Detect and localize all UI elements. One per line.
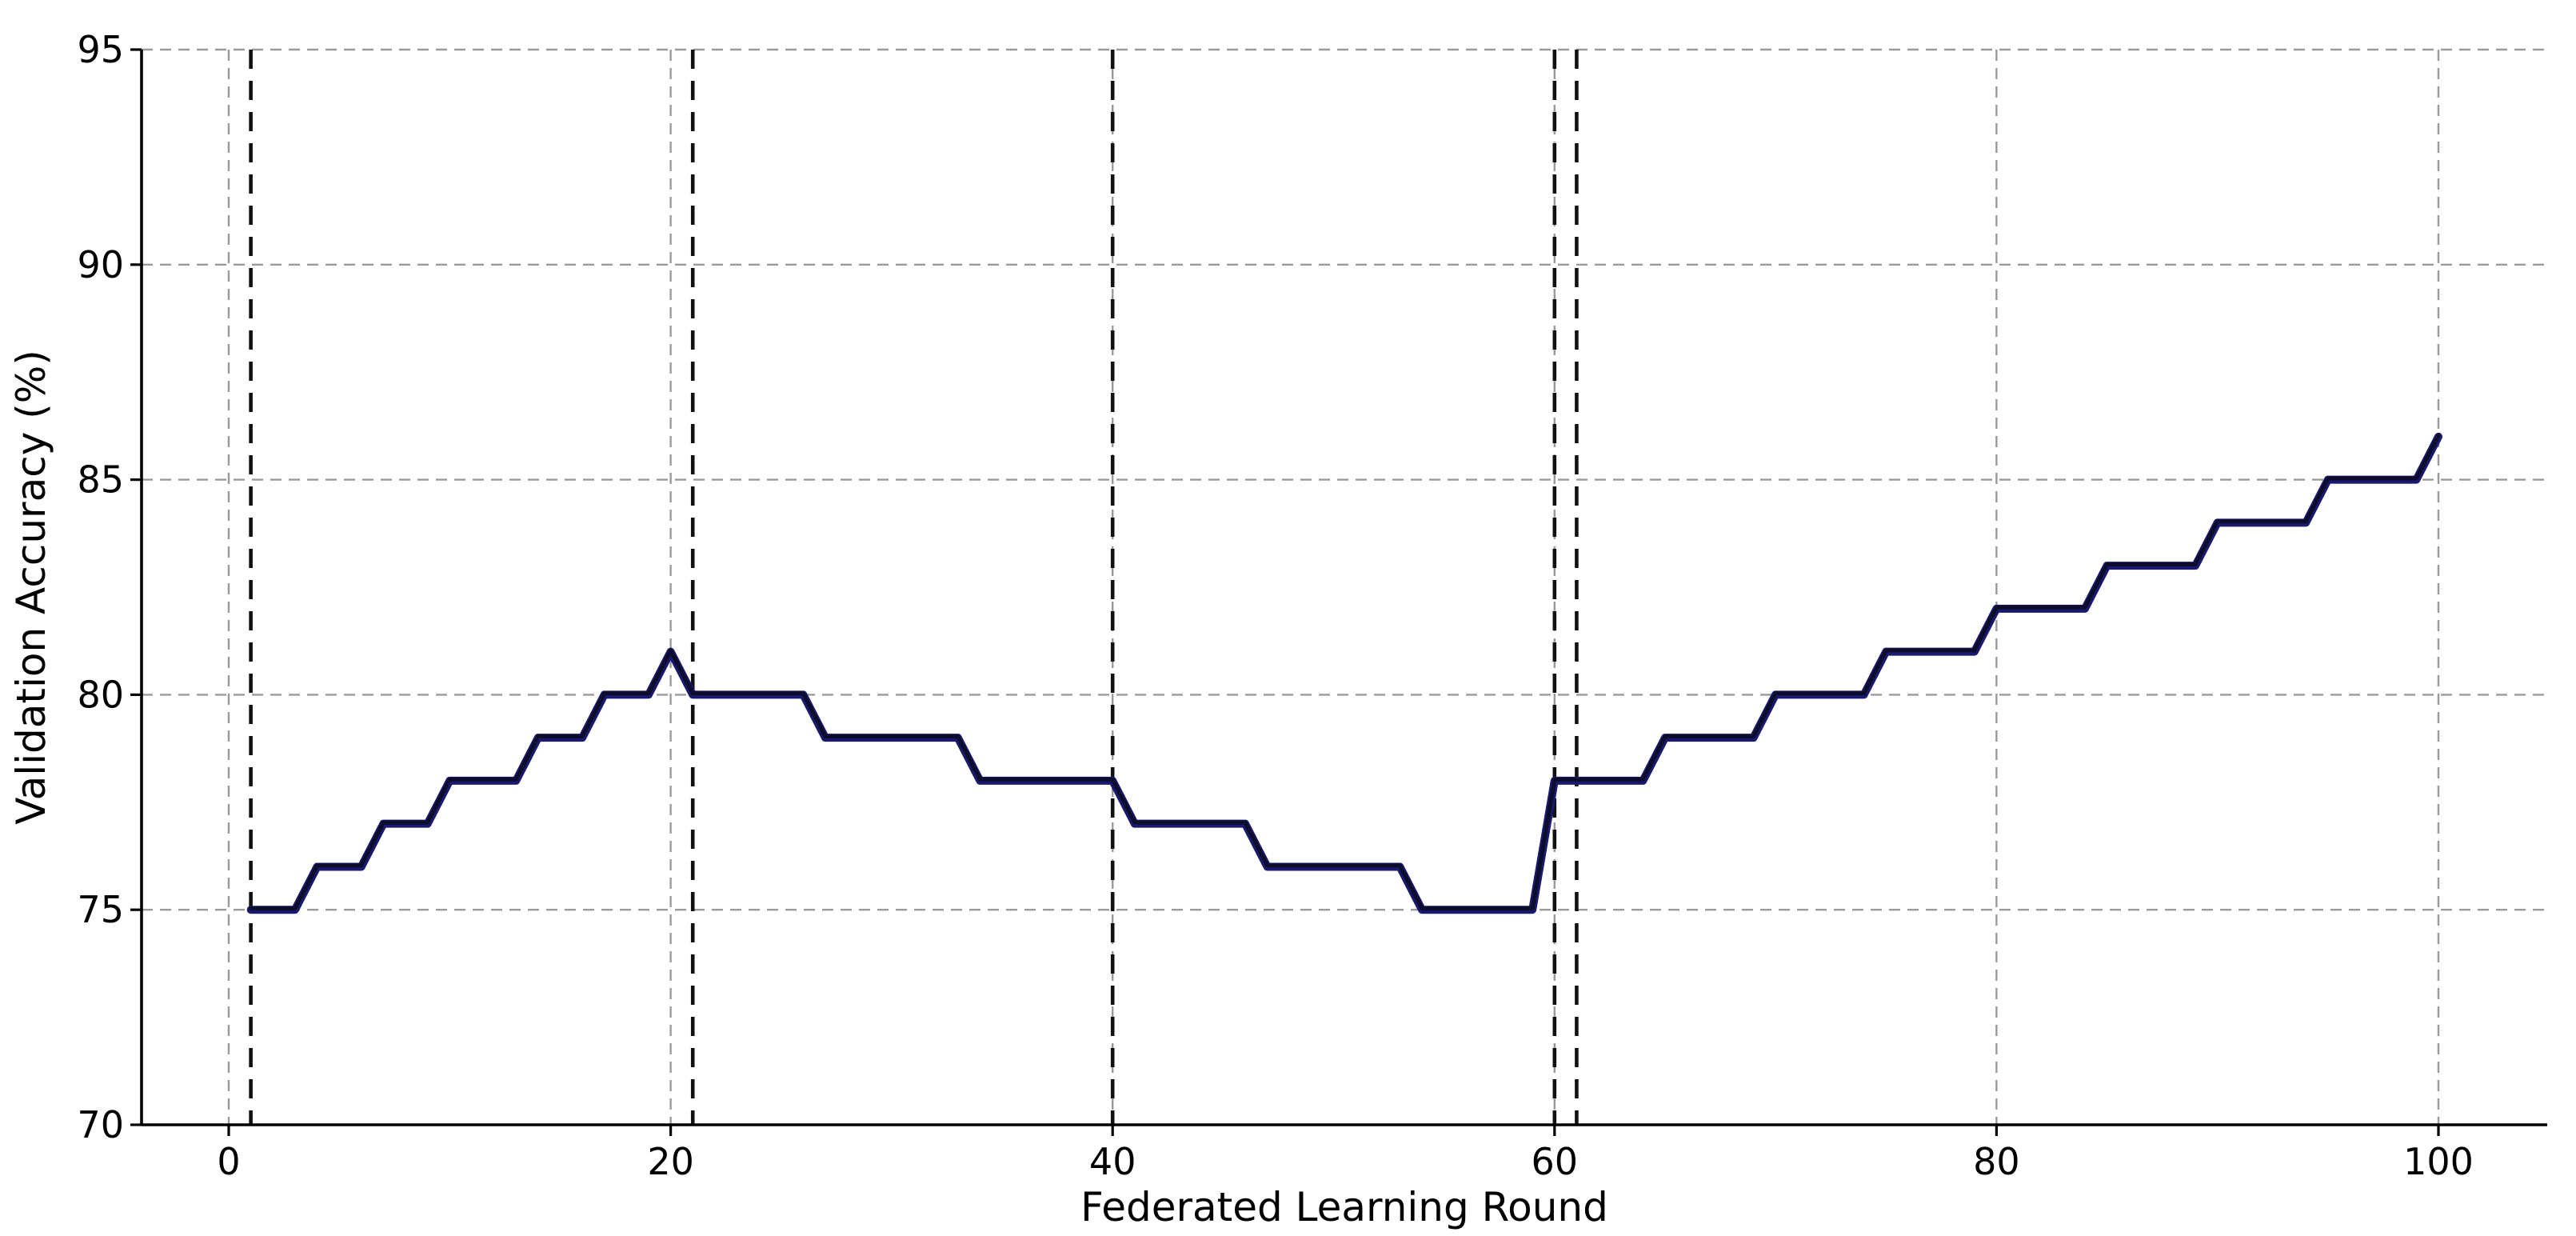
- x-tick-label: 60: [1532, 1140, 1579, 1183]
- axis-ticks: [130, 48, 2440, 1136]
- y-tick-label: 95: [77, 28, 124, 71]
- y-axis-label: Validation Accuracy (%): [8, 350, 54, 824]
- x-tick-label: 40: [1089, 1140, 1136, 1183]
- series-group: [246, 432, 2442, 914]
- x-tick-label: 20: [647, 1140, 694, 1183]
- y-tick-label: 85: [77, 458, 124, 502]
- x-axis-label: Federated Learning Round: [1080, 1184, 1608, 1230]
- tick-labels: 70 75 80 85 90 95 0 20 40 60 80 100: [77, 28, 2473, 1183]
- event-vlines: [249, 50, 1579, 1125]
- y-tick-label: 75: [77, 888, 124, 931]
- x-tick-label: 80: [1973, 1140, 2020, 1183]
- horizontal-gridlines: [142, 48, 2547, 911]
- axis-spines: [140, 50, 2547, 1126]
- accuracy-line-core: [249, 433, 2441, 911]
- y-tick-label: 70: [77, 1103, 124, 1146]
- x-tick-label: 0: [217, 1140, 240, 1183]
- y-tick-label: 90: [77, 243, 124, 286]
- y-tick-label: 80: [77, 673, 124, 716]
- x-tick-label: 100: [2403, 1140, 2474, 1183]
